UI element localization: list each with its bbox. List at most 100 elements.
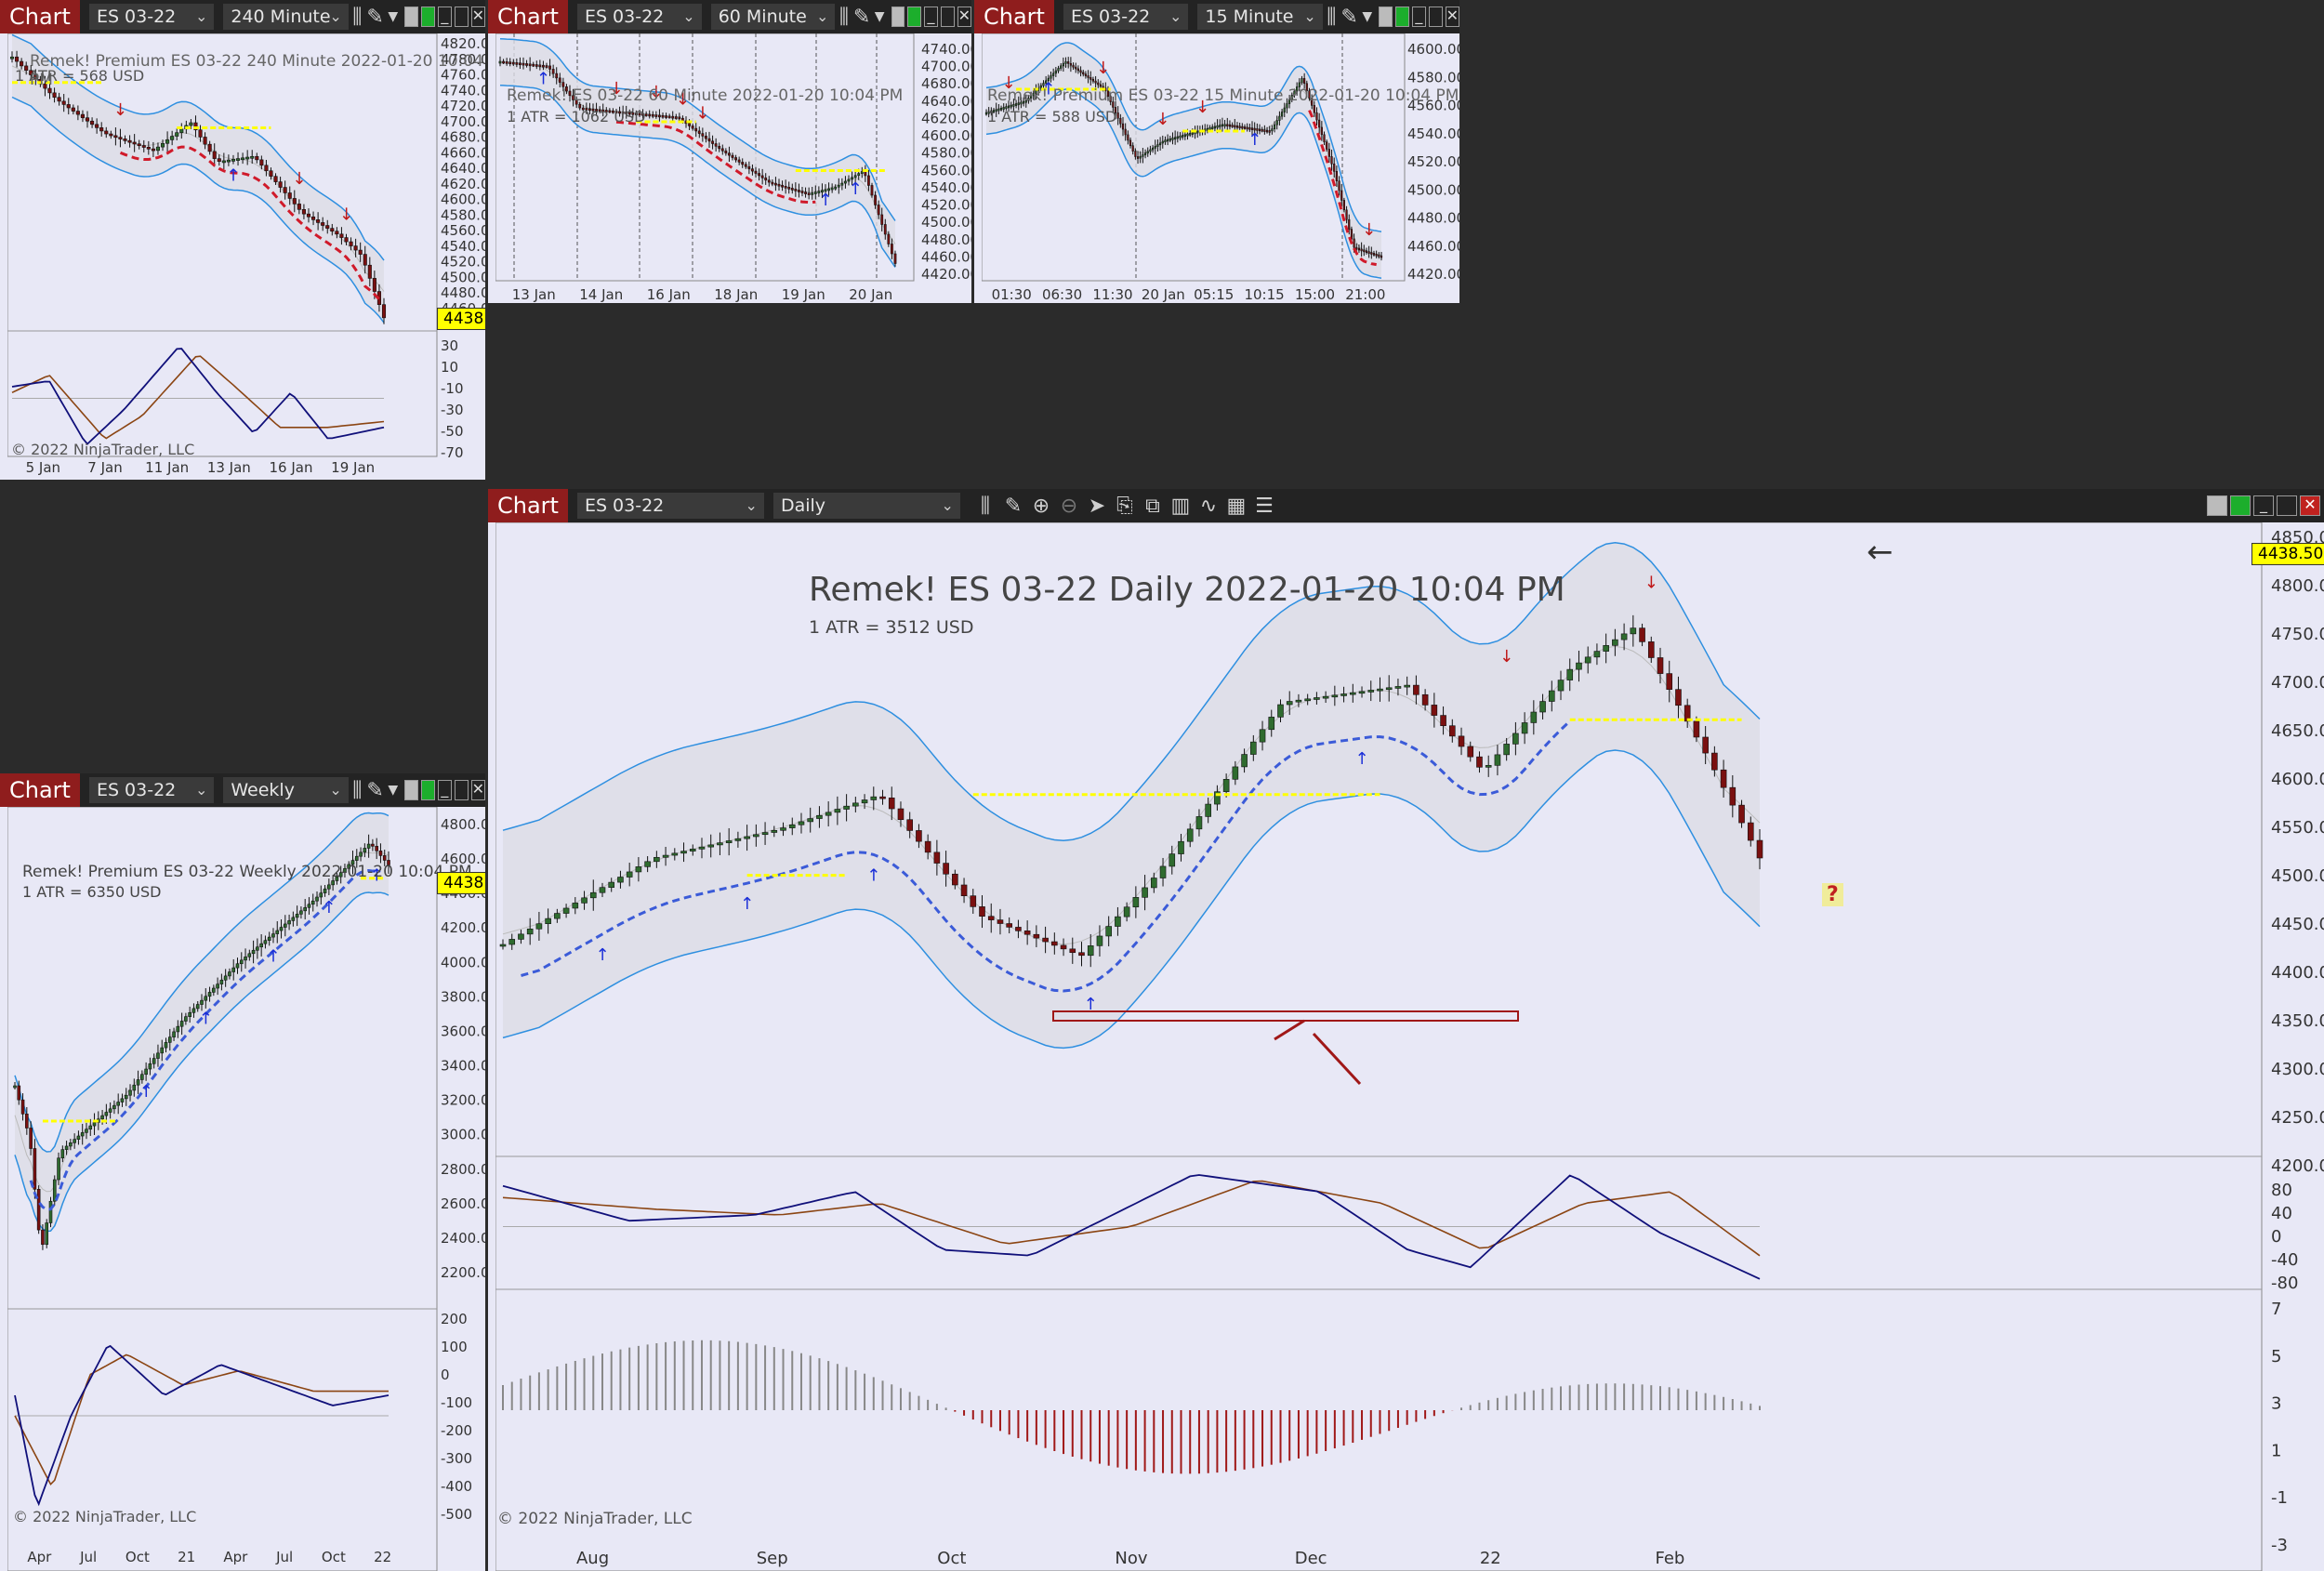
interval-selector[interactable]: Daily ⌄ bbox=[772, 493, 960, 519]
minimize-button[interactable]: _ bbox=[2253, 495, 2274, 516]
link-green-button[interactable] bbox=[1395, 7, 1409, 27]
price-chart-weekly[interactable]: ↑↑↑↑↑4800.004600.004400.004200.004000.00… bbox=[7, 806, 485, 1571]
drawing-tool-icon[interactable]: ✎ bbox=[366, 5, 384, 29]
zoom-out-icon[interactable]: ⊖ bbox=[1060, 494, 1078, 518]
strategies-icon[interactable]: ∿ bbox=[1199, 494, 1218, 518]
link-green-button[interactable] bbox=[907, 7, 922, 27]
chart-menu-button[interactable]: Chart bbox=[488, 0, 568, 33]
link-gray-button[interactable] bbox=[1379, 7, 1393, 27]
indicators-icon[interactable]: ▥ bbox=[1170, 494, 1191, 518]
candle-body bbox=[987, 111, 990, 114]
link-green-button[interactable] bbox=[421, 7, 435, 27]
chart-menu-button[interactable]: Chart bbox=[0, 0, 80, 33]
interval-selector[interactable]: 60 Minute ⌄ bbox=[710, 4, 836, 30]
link-green-button[interactable] bbox=[421, 780, 435, 800]
minimize-button[interactable]: _ bbox=[924, 7, 938, 27]
candle-body bbox=[1326, 141, 1328, 150]
candle-body bbox=[840, 182, 844, 186]
link-gray-button[interactable] bbox=[404, 7, 419, 27]
candle-body bbox=[680, 851, 687, 854]
properties-icon[interactable]: ☰ bbox=[1255, 494, 1274, 518]
minimize-button[interactable]: _ bbox=[437, 780, 452, 800]
candle-body bbox=[1314, 697, 1320, 700]
close-button[interactable]: ✕ bbox=[470, 780, 485, 800]
maximize-button[interactable] bbox=[940, 7, 955, 27]
candle-body bbox=[1340, 190, 1343, 201]
pointer-icon[interactable]: ➤ bbox=[1088, 494, 1106, 518]
candle-body bbox=[1159, 865, 1167, 878]
candle-body bbox=[1045, 80, 1048, 84]
chart-menu-button[interactable]: Chart bbox=[974, 0, 1054, 33]
price-panel[interactable]: ↑↓↓↓4820.004780.004760.004740.004720.004… bbox=[7, 33, 485, 480]
interval-value: 15 Minute bbox=[1205, 7, 1294, 27]
close-button[interactable]: ✕ bbox=[957, 7, 971, 27]
link-gray-button[interactable] bbox=[404, 780, 419, 800]
instrument-selector[interactable]: ES 03-22 ⌄ bbox=[576, 493, 764, 519]
price-chart-daily[interactable]: ↑ ↑ ↑ ↑ ↑ ↓ ↓ 4850.00 4800.00 4750.00 4700.00 4650.… bbox=[495, 521, 2324, 1571]
price-panel[interactable]: ↑↑↑↓↓↓↓4740.004700.004680.004640.004620.… bbox=[495, 33, 971, 303]
link-gray-button[interactable] bbox=[891, 7, 905, 27]
candle-body bbox=[764, 178, 768, 181]
chart-menu-button[interactable]: Chart bbox=[0, 773, 80, 807]
dropdown-arrow-icon[interactable]: ▼ bbox=[1362, 9, 1373, 24]
dropdown-arrow-icon[interactable]: ▼ bbox=[388, 9, 399, 24]
drawing-tool-icon[interactable]: ✎ bbox=[1340, 5, 1358, 29]
back-arrow-icon[interactable]: ← bbox=[1867, 534, 1894, 571]
bar-style-icon[interactable]: ⫼ bbox=[352, 778, 363, 802]
minimize-button[interactable]: _ bbox=[437, 7, 452, 27]
chart-menu-button[interactable]: Chart bbox=[488, 489, 568, 522]
candle-body bbox=[734, 838, 742, 841]
maximize-button[interactable] bbox=[1428, 7, 1443, 27]
candle-body bbox=[127, 139, 132, 143]
close-button[interactable]: ✕ bbox=[2300, 495, 2320, 516]
drawing-tool-icon[interactable]: ✎ bbox=[366, 778, 384, 802]
price-chart-240min[interactable]: ↑↓↓↓4820.004780.004760.004740.004720.004… bbox=[7, 33, 485, 480]
candle-body bbox=[367, 264, 372, 279]
candle-body bbox=[25, 1114, 29, 1129]
zoom-in-icon[interactable]: ⊕ bbox=[1032, 494, 1050, 518]
dropdown-arrow-icon[interactable]: ▼ bbox=[874, 9, 885, 24]
data-box-icon[interactable]: ⎘ bbox=[1116, 494, 1133, 518]
instrument-selector[interactable]: ES 03-22 ⌄ bbox=[88, 4, 215, 30]
candle-body bbox=[1729, 786, 1736, 806]
trend-stop-line bbox=[119, 145, 381, 301]
instrument-selector[interactable]: ES 03-22 ⌄ bbox=[1063, 4, 1189, 30]
candle-body bbox=[588, 108, 591, 112]
close-button[interactable]: ✕ bbox=[1445, 7, 1459, 27]
interval-selector[interactable]: Weekly ⌄ bbox=[223, 777, 349, 803]
buy-arrow-icon: ↑ bbox=[849, 179, 863, 199]
link-green-button[interactable] bbox=[2230, 495, 2251, 516]
price-panel[interactable]: ↑ ↑ ↑ ↑ ↑ ↓ ↓ 4850.00 4800.00 4750.00 4700.00 4650.… bbox=[495, 521, 2324, 1571]
y-axis-tick: 4540.00 bbox=[1407, 125, 1459, 142]
bar-style-icon[interactable]: ⫼ bbox=[980, 494, 991, 518]
bar-style-icon[interactable]: ⫼ bbox=[352, 5, 363, 29]
candle-body bbox=[1134, 151, 1137, 157]
bar-style-icon[interactable]: ⫼ bbox=[838, 5, 850, 29]
interval-selector[interactable]: 240 Minute ⌄ bbox=[223, 4, 349, 30]
maximize-button[interactable] bbox=[2277, 495, 2297, 516]
maximize-button[interactable] bbox=[454, 780, 469, 800]
chart-trader-icon[interactable]: ▦ bbox=[1226, 494, 1247, 518]
link-gray-button[interactable] bbox=[2207, 495, 2227, 516]
drawing-tool-icon[interactable]: ✎ bbox=[1004, 494, 1023, 518]
price-chart-60min[interactable]: ↑↑↑↓↓↓↓4740.004700.004680.004640.004620.… bbox=[495, 33, 971, 303]
dropdown-arrow-icon[interactable]: ▼ bbox=[388, 783, 399, 798]
price-chart-15min[interactable]: ↑ ↑ ↓ ↓ ↓ ↓ ↓ 4600.00 4580.00 4560.00 4540.00 4520.… bbox=[981, 33, 1459, 303]
bar-style-icon[interactable]: ⫼ bbox=[1327, 5, 1337, 29]
chevron-down-icon: ⌄ bbox=[1169, 7, 1182, 25]
close-button[interactable]: ✕ bbox=[470, 7, 485, 27]
upper-band-line bbox=[11, 33, 385, 261]
templates-icon[interactable]: ⧉ bbox=[1145, 494, 1160, 518]
candle-body bbox=[71, 107, 75, 112]
oscillator-tick: 0 bbox=[441, 1366, 450, 1383]
price-panel[interactable]: ↑ ↑ ↓ ↓ ↓ ↓ ↓ 4600.00 4580.00 4560.00 4540.00 4520.… bbox=[981, 33, 1459, 303]
maximize-button[interactable] bbox=[454, 7, 469, 27]
minimize-button[interactable]: _ bbox=[1411, 7, 1426, 27]
interval-selector[interactable]: 15 Minute ⌄ bbox=[1197, 4, 1323, 30]
x-axis-tick: 16 Jan bbox=[270, 459, 313, 476]
instrument-selector[interactable]: ES 03-22 ⌄ bbox=[88, 777, 215, 803]
instrument-selector[interactable]: ES 03-22 ⌄ bbox=[576, 4, 702, 30]
candle-body bbox=[1149, 149, 1152, 152]
price-panel[interactable]: ↑↑↑↑↑4800.004600.004400.004200.004000.00… bbox=[7, 806, 485, 1571]
drawing-tool-icon[interactable]: ✎ bbox=[852, 5, 871, 29]
